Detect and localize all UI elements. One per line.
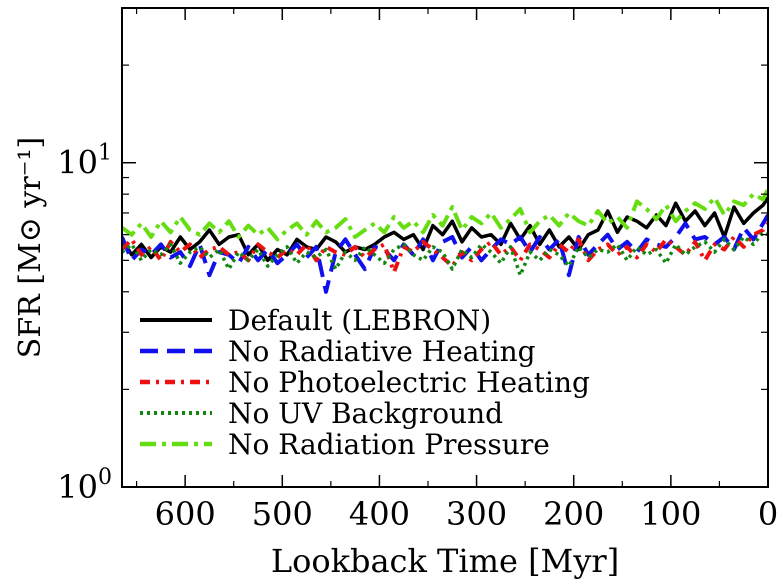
x-tick-label: 600 — [155, 495, 216, 533]
x-tick-label: 500 — [252, 495, 313, 533]
series-line-5 — [122, 188, 768, 242]
x-axis-label: Lookback Time [Myr] — [271, 542, 619, 580]
x-tick-label: 400 — [349, 495, 410, 533]
axis-ticks-group: 600 500 400 300 200 100 0 100 101 — [57, 7, 778, 533]
y-tick-label: 100 — [57, 465, 112, 506]
y-axis-label: SFR [M⊙ yr⁻¹] — [13, 137, 48, 358]
legend-label-5: No Radiation Pressure — [228, 428, 550, 461]
x-tick-label: 0 — [758, 495, 778, 533]
legend-label-2: No Radiative Heating — [228, 335, 536, 368]
plot-series-group — [122, 188, 768, 294]
series-line-4 — [122, 230, 768, 277]
legend-label-3: No Photoelectric Heating — [228, 366, 590, 399]
series-line-2 — [122, 213, 768, 294]
x-tick-label: 200 — [543, 495, 604, 533]
x-tick-label: 300 — [446, 495, 507, 533]
series-line-1 — [122, 196, 768, 263]
y-tick-label: 101 — [57, 141, 112, 182]
plot-frame — [121, 7, 769, 488]
legend-label-1: Default (LEBRON) — [228, 304, 491, 337]
legend-label-4: No UV Background — [228, 397, 503, 430]
x-tick-label: 100 — [640, 495, 701, 533]
